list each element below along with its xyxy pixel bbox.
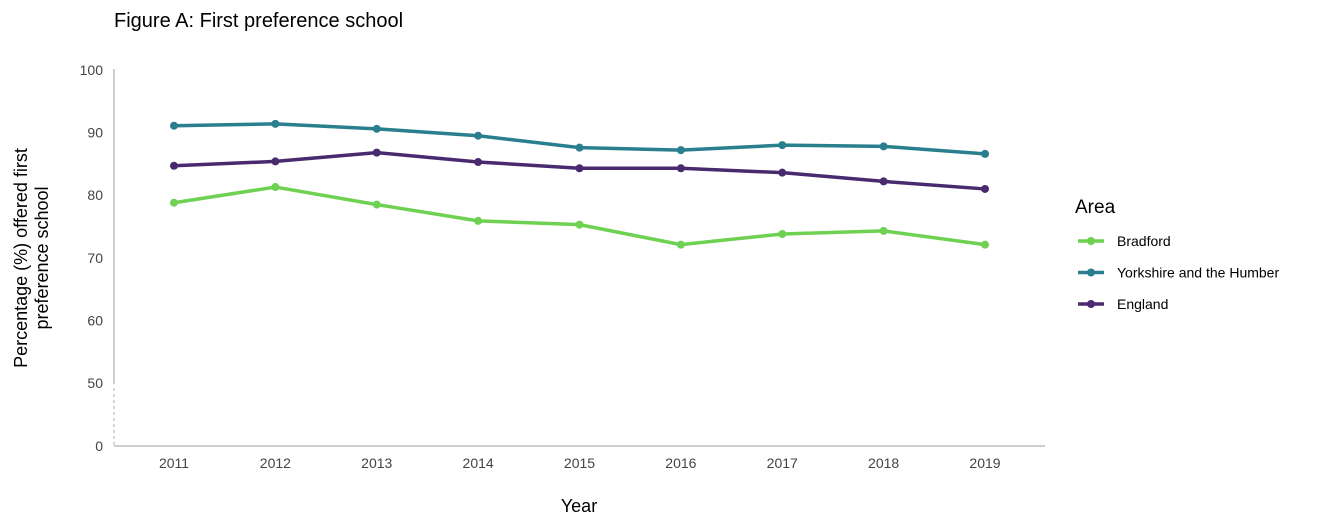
data-point bbox=[575, 143, 584, 152]
series-points bbox=[170, 119, 989, 249]
data-point bbox=[676, 240, 685, 249]
x-tick-label: 2019 bbox=[969, 455, 1000, 471]
data-point bbox=[271, 183, 280, 192]
x-tick-label: 2016 bbox=[665, 455, 696, 471]
legend-label: Yorkshire and the Humber bbox=[1117, 265, 1279, 281]
x-tick-label: 2012 bbox=[260, 455, 291, 471]
x-tick-labels: 2011 2012 2013 2014 2015 2016 2017 2018 2019 bbox=[159, 455, 1001, 471]
legend-title: Area bbox=[1075, 197, 1116, 218]
legend-label: England bbox=[1117, 296, 1168, 312]
legend-marker bbox=[1087, 268, 1095, 277]
y-axis-title: Percentage (%) offered first preference … bbox=[11, 148, 52, 368]
data-point bbox=[474, 131, 483, 140]
y-tick-label: 100 bbox=[80, 62, 104, 78]
y-axis-title-line-1: Percentage (%) offered first bbox=[11, 148, 31, 368]
legend-marker bbox=[1087, 300, 1095, 308]
data-point bbox=[474, 158, 483, 167]
data-point bbox=[170, 161, 178, 170]
data-point bbox=[271, 119, 280, 128]
data-point bbox=[676, 146, 685, 155]
legend-item: Yorkshire and the Humber bbox=[1078, 265, 1279, 281]
data-point bbox=[575, 164, 584, 173]
legend-item: England bbox=[1078, 296, 1168, 312]
data-point bbox=[575, 220, 584, 229]
y-tick-label: 60 bbox=[87, 312, 103, 328]
x-axis-title: Year bbox=[561, 496, 597, 516]
data-point bbox=[271, 157, 280, 166]
x-tick-label: 2011 bbox=[159, 455, 189, 471]
data-point bbox=[879, 177, 888, 186]
data-point bbox=[474, 216, 483, 225]
legend-label: Bradford bbox=[1117, 233, 1171, 249]
data-point bbox=[372, 148, 381, 157]
y-tick-label: 0 bbox=[95, 438, 103, 454]
data-point bbox=[778, 141, 787, 150]
x-tick-label: 2018 bbox=[868, 455, 899, 471]
data-point bbox=[879, 142, 888, 151]
legend-marker bbox=[1087, 237, 1095, 245]
x-tick-label: 2013 bbox=[361, 455, 392, 471]
data-point bbox=[170, 121, 178, 130]
legend-items: Bradford Yorkshire and the Humber England bbox=[1078, 233, 1279, 312]
y-tick-label: 70 bbox=[87, 250, 103, 266]
data-point bbox=[879, 226, 888, 235]
y-tick-labels: 100 90 80 70 60 50 0 bbox=[80, 62, 104, 454]
data-point bbox=[778, 168, 787, 177]
y-tick-label: 50 bbox=[87, 375, 103, 391]
data-point bbox=[981, 149, 989, 158]
y-axis-title-line-2: preference school bbox=[32, 186, 52, 329]
x-tick-label: 2015 bbox=[564, 455, 595, 471]
data-point bbox=[778, 230, 787, 239]
legend-item: Bradford bbox=[1078, 233, 1171, 249]
data-point bbox=[981, 240, 989, 249]
series-line-0 bbox=[172, 185, 987, 247]
x-tick-label: 2017 bbox=[767, 455, 798, 471]
legend: Area Bradford Yorkshire and the Humber Eng… bbox=[1075, 197, 1279, 312]
data-point bbox=[676, 164, 685, 173]
y-tick-label: 90 bbox=[87, 125, 103, 141]
x-tick-label: 2014 bbox=[463, 455, 494, 471]
data-point bbox=[372, 200, 381, 209]
chart-title: Figure A: First preference school bbox=[114, 10, 403, 32]
data-point bbox=[372, 124, 381, 133]
data-point bbox=[981, 184, 989, 193]
data-point bbox=[170, 198, 178, 207]
y-tick-label: 80 bbox=[87, 187, 103, 203]
